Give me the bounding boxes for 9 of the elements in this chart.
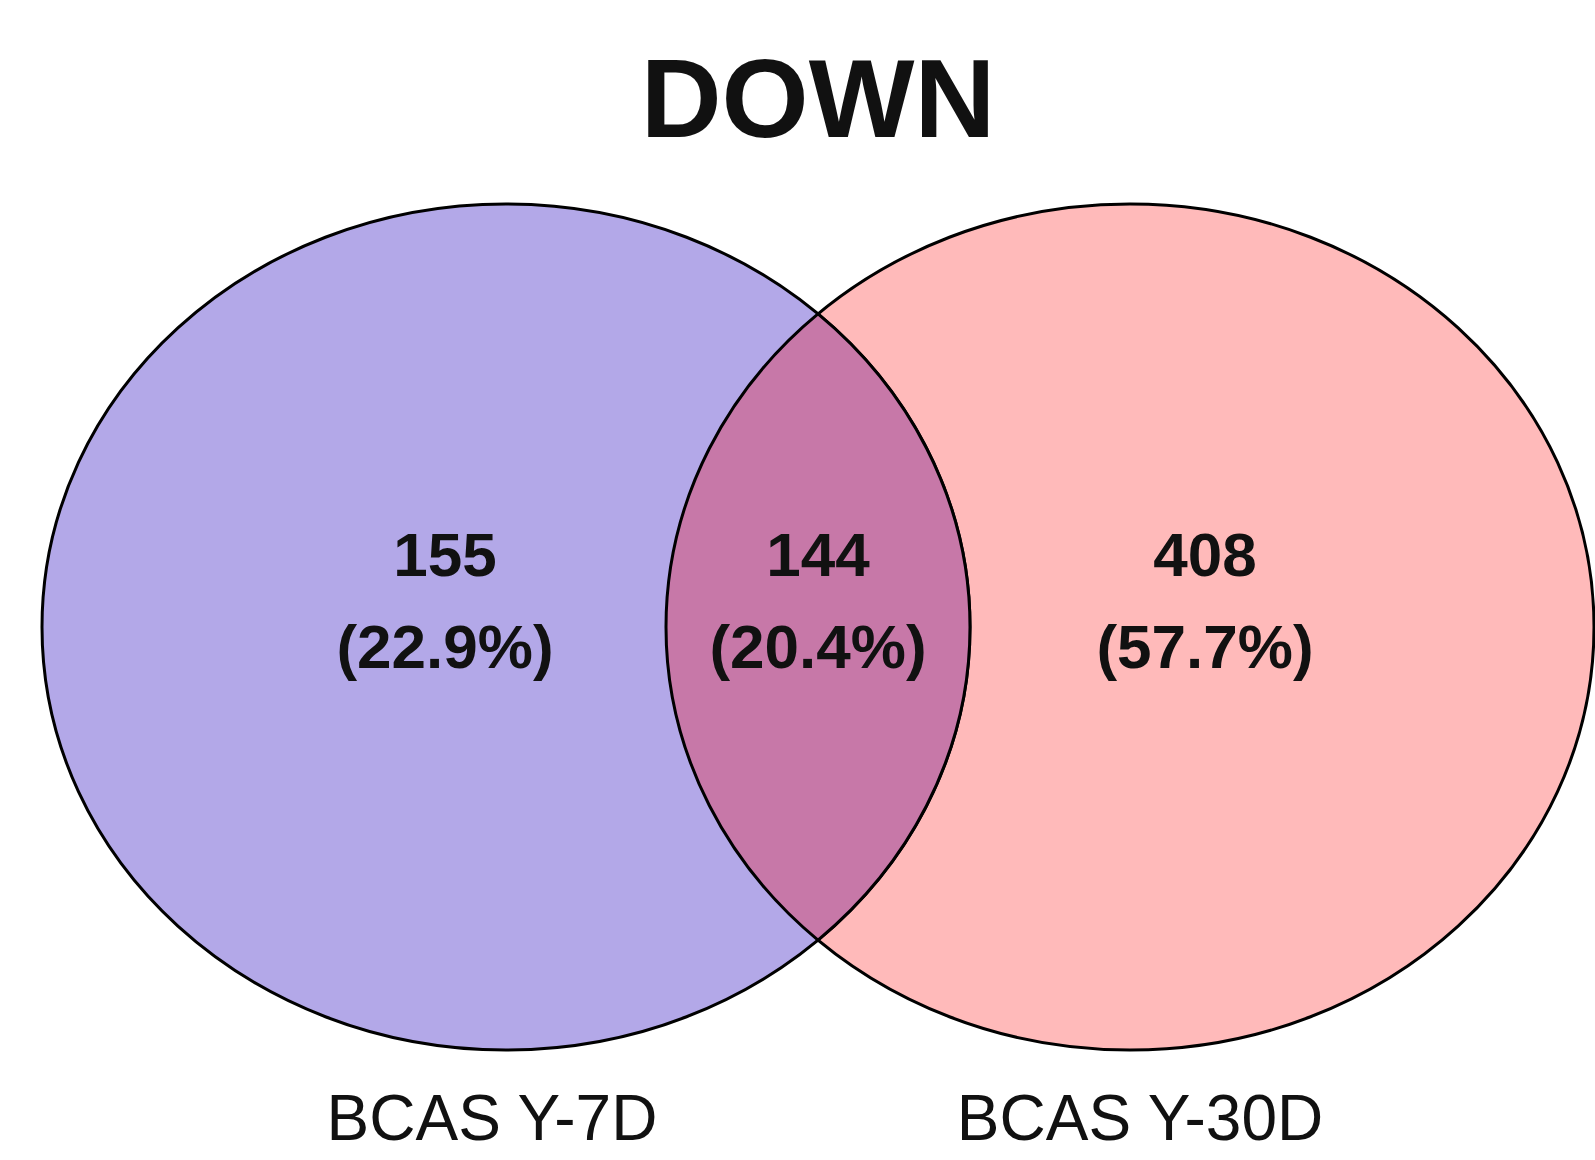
- text: DOWN: [640, 35, 996, 161]
- category-label: BCAS Y-30D: [956, 1082, 1324, 1154]
- data-label: 144: [766, 519, 871, 589]
- text: (57.7%): [1096, 611, 1314, 681]
- text: (20.4%): [709, 611, 927, 681]
- category-label: BCAS Y-7D: [326, 1082, 658, 1154]
- data-label: 155: [393, 519, 497, 589]
- data-label: 408: [1153, 519, 1257, 589]
- text: (22.9%): [336, 611, 554, 681]
